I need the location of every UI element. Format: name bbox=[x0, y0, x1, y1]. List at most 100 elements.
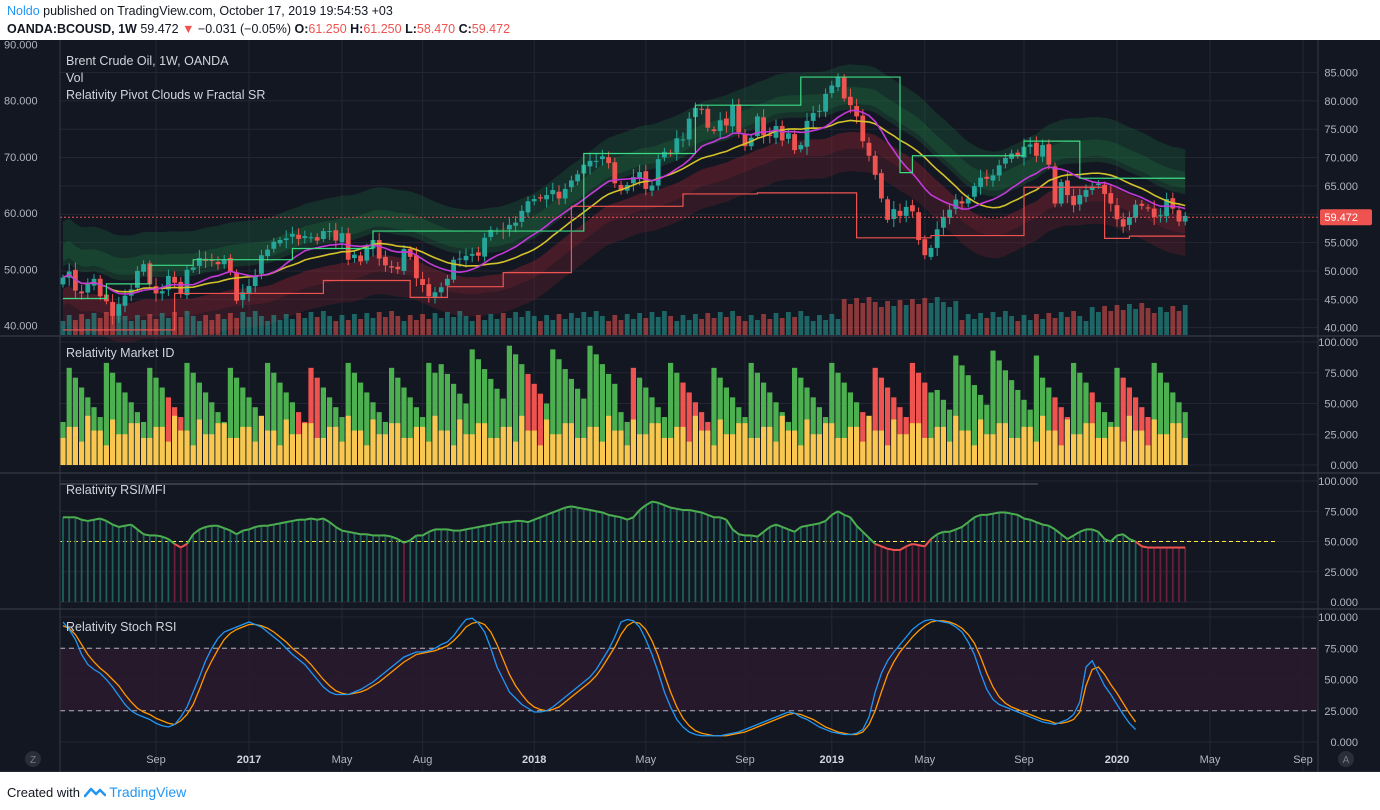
market-id-base-bar bbox=[475, 423, 481, 465]
market-id-base-bar bbox=[432, 415, 438, 465]
market-id-bar bbox=[122, 392, 128, 465]
market-id-base-bar bbox=[97, 430, 103, 465]
volume-bar bbox=[308, 312, 314, 335]
market-id-base-bar bbox=[562, 423, 568, 465]
rsi-line-segment bbox=[527, 518, 535, 524]
candle-body bbox=[1058, 182, 1064, 204]
market-id-base-bar bbox=[302, 423, 308, 465]
rsi-line-segment bbox=[824, 514, 833, 522]
market-id-base-bar bbox=[1126, 415, 1132, 465]
market-id-base-bar bbox=[550, 434, 556, 465]
market-id-bar bbox=[252, 407, 258, 465]
market-id-base-bar bbox=[1164, 434, 1170, 465]
market-id-bar bbox=[1002, 370, 1008, 465]
market-id-bar bbox=[723, 387, 729, 465]
volume-bar bbox=[1145, 308, 1151, 335]
candle-body bbox=[234, 272, 239, 301]
market-id-base-bar bbox=[947, 441, 953, 465]
candle-body bbox=[110, 302, 115, 317]
author-link[interactable]: Noldo bbox=[7, 4, 40, 18]
volume-bar bbox=[928, 303, 934, 335]
market-id-base-bar bbox=[327, 426, 333, 465]
tradingview-brand[interactable]: TradingView bbox=[109, 784, 187, 800]
market-id-base-bar bbox=[575, 437, 581, 465]
candle-body bbox=[414, 255, 419, 279]
volume-bar bbox=[1089, 307, 1095, 335]
time-axis-label: May bbox=[914, 754, 935, 766]
candle-body bbox=[637, 172, 642, 178]
rsi-line-segment bbox=[670, 506, 677, 510]
volume-bar bbox=[947, 307, 952, 335]
volume-bar bbox=[1133, 309, 1138, 335]
market-id-bar bbox=[872, 367, 878, 465]
rsi-line-segment bbox=[192, 528, 201, 536]
candle-body bbox=[810, 113, 816, 121]
candle-body bbox=[166, 276, 171, 290]
market-id-base-bar bbox=[488, 437, 494, 465]
rsi-line-segment bbox=[638, 504, 647, 511]
market-id-base-bar bbox=[854, 426, 860, 465]
volume-bar bbox=[593, 311, 599, 335]
cloud-upper-inner bbox=[63, 86, 1186, 281]
price-legend: Brent Crude Oil, 1W, OANDA Vol Relativit… bbox=[66, 54, 265, 102]
rsi-line-segment bbox=[819, 519, 826, 525]
candle-body bbox=[866, 142, 872, 156]
volume-bar bbox=[538, 321, 543, 335]
rsi-line-segment bbox=[397, 538, 405, 544]
corner-right-button[interactable]: A bbox=[1338, 751, 1354, 767]
market-id-bar bbox=[612, 383, 618, 465]
rsi-line-segment bbox=[626, 516, 634, 521]
tradingview-logo-icon[interactable] bbox=[83, 785, 106, 800]
market-id-bar bbox=[116, 382, 122, 465]
candle-body bbox=[135, 270, 140, 288]
market-id-base-bar bbox=[395, 423, 401, 465]
candle-body bbox=[246, 286, 252, 294]
market-id-base-bar bbox=[165, 441, 171, 465]
pane-axis-label: 0.000 bbox=[1330, 737, 1358, 749]
rsi-line-segment bbox=[881, 545, 888, 550]
volume-bar bbox=[66, 315, 72, 335]
market-id-base-bar bbox=[630, 419, 636, 465]
candle-body bbox=[265, 249, 270, 257]
rsi-line-segment bbox=[899, 545, 907, 551]
rsi-line-segment bbox=[267, 523, 274, 527]
market-id-base-bar bbox=[227, 437, 233, 465]
rsi-line-segment bbox=[81, 518, 88, 522]
corner-left-button[interactable]: Z bbox=[25, 751, 41, 767]
volume-bar bbox=[897, 300, 903, 335]
market-id-bar bbox=[730, 397, 736, 465]
rsi-line-segment bbox=[167, 538, 176, 545]
chart-canvas[interactable]: 85.000 80.000 75.000 70.000 65.000 60.000 55.0… bbox=[0, 40, 1380, 772]
market-id-bar bbox=[587, 345, 593, 465]
rsi-line-segment bbox=[949, 528, 957, 533]
market-id-base-bar bbox=[705, 430, 711, 465]
rsi-line-segment bbox=[986, 512, 994, 516]
volume-bar bbox=[581, 312, 587, 335]
pane-axis-label: 25.000 bbox=[1324, 706, 1358, 718]
candle-body bbox=[358, 255, 363, 262]
market-id-bar bbox=[147, 367, 153, 465]
market-id-bar bbox=[190, 372, 196, 465]
volume-bar bbox=[959, 320, 965, 335]
rsi-line-segment bbox=[974, 513, 981, 519]
market-id-bar bbox=[451, 383, 457, 465]
volume-bar bbox=[736, 316, 742, 335]
candle-body bbox=[569, 180, 574, 188]
rsi-line-segment bbox=[1066, 534, 1075, 540]
volume-bar bbox=[1009, 316, 1014, 335]
candle-body bbox=[872, 155, 878, 175]
price-axis-label: 75.000 bbox=[1324, 124, 1358, 136]
market-id-base-bar bbox=[134, 423, 140, 465]
candle-body bbox=[85, 283, 91, 293]
candle-body bbox=[364, 246, 370, 261]
market-id-base-bar bbox=[885, 445, 891, 465]
time-axis-label: May bbox=[332, 754, 353, 766]
candle-body bbox=[1046, 144, 1052, 165]
candle-body bbox=[680, 139, 686, 141]
market-id-bar bbox=[909, 362, 915, 465]
time-axis-label: Sep bbox=[146, 754, 166, 766]
rsi-line-segment bbox=[905, 542, 913, 548]
volume-bar bbox=[463, 316, 469, 335]
pivot-clouds bbox=[63, 64, 1186, 343]
market-id-bar bbox=[996, 360, 1002, 465]
